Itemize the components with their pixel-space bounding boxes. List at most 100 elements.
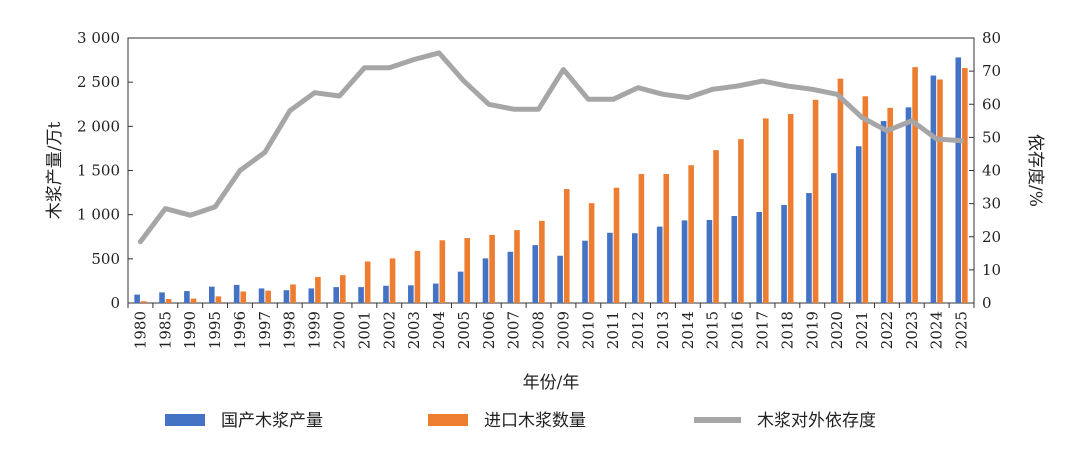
x-tick-label: 2016: [729, 311, 747, 349]
y2-axis-title: 依存度/%: [1025, 134, 1045, 207]
bar-domestic: [681, 220, 688, 303]
plot-frame: [127, 37, 975, 304]
x-tick-label: 2012: [629, 311, 647, 349]
bar-import: [364, 261, 371, 303]
bar-domestic: [134, 294, 140, 303]
bar-import: [414, 250, 421, 303]
bar-import: [290, 284, 296, 303]
x-tick-label: 1995: [206, 311, 224, 349]
bar-import: [962, 68, 968, 304]
bar-import: [912, 67, 918, 304]
bar-domestic: [656, 226, 663, 303]
bar-domestic: [432, 283, 439, 303]
bar-domestic: [631, 233, 638, 303]
bar-domestic: [532, 245, 539, 303]
x-tick-label: 2002: [380, 311, 398, 349]
bar-import: [464, 238, 471, 303]
dependency-line: [137, 50, 965, 245]
bar-import: [165, 299, 172, 303]
bar-domestic: [781, 204, 787, 303]
legend-swatch-domestic: [165, 414, 205, 426]
bar-import: [215, 296, 222, 303]
bar-domestic: [607, 232, 613, 303]
x-tick-label: 2020: [828, 311, 846, 349]
bar-domestic: [905, 107, 912, 303]
x-tick-label: 1980: [131, 311, 149, 349]
bar-domestic: [557, 255, 563, 303]
bar-import: [862, 96, 869, 303]
x-tick-label: 2004: [430, 311, 448, 349]
x-tick-label: 2013: [654, 311, 672, 349]
bar-import: [713, 150, 719, 303]
x-tick-label: 1998: [281, 311, 299, 349]
x-tick-label: 2021: [853, 311, 871, 349]
legend-label-import: 进口木浆数量: [484, 411, 586, 431]
bar-domestic: [184, 291, 190, 303]
bar-import: [190, 298, 197, 303]
bar-import: [389, 258, 396, 303]
y-tick-label: 1 500: [77, 162, 120, 180]
bar-import: [240, 291, 247, 303]
x-tick-label: 2018: [778, 311, 796, 349]
y2-tick-label: 0: [982, 294, 992, 312]
bar-domestic: [159, 292, 165, 303]
bar-import: [937, 79, 943, 304]
x-tick-label: 2011: [604, 311, 622, 349]
x-tick-label: 2014: [679, 311, 697, 349]
x-tick-label: 1997: [256, 311, 274, 349]
bar-import: [439, 240, 446, 303]
bar-import: [837, 78, 844, 303]
bar-domestic: [507, 251, 514, 303]
bar-import: [539, 220, 545, 303]
y-tick-label: 0: [110, 294, 120, 312]
bar-domestic: [383, 285, 389, 303]
x-axis-title: 年份/年: [523, 373, 580, 393]
bar-domestic: [756, 212, 762, 303]
x-tick-label: 2009: [554, 311, 572, 349]
y2-tick-label: 20: [982, 228, 1001, 246]
bar-domestic: [582, 240, 588, 303]
x-tick-label: 1999: [306, 311, 324, 349]
y2-tick-label: 80: [982, 29, 1001, 47]
x-tick-label: 2023: [903, 311, 921, 349]
y-tick-label: 2 000: [77, 117, 120, 135]
x-tick-label: 2006: [480, 311, 498, 349]
x-tick-label: 2025: [953, 311, 971, 349]
bar-domestic: [233, 284, 240, 303]
bar-domestic: [457, 271, 464, 303]
x-tick-label: 2007: [505, 311, 523, 349]
x-tick-label: 2017: [754, 311, 772, 349]
y2-tick-label: 30: [982, 195, 1001, 213]
bar-import: [688, 165, 694, 303]
y2-tick-label: 70: [982, 62, 1001, 80]
bar-import: [763, 118, 769, 303]
y-tick-label: 1 000: [77, 206, 120, 224]
bar-domestic: [283, 290, 290, 303]
bar-import: [489, 234, 495, 303]
bar-import: [613, 187, 620, 303]
bar-import: [638, 174, 645, 303]
bar-import: [140, 301, 147, 303]
bar-domestic: [482, 258, 489, 303]
x-tick-label: 2022: [878, 311, 896, 349]
x-tick-label: 2003: [405, 311, 423, 349]
bar-domestic: [731, 215, 738, 303]
bar-import: [738, 139, 744, 303]
x-tick-label: 1996: [231, 311, 249, 349]
bar-import: [563, 189, 570, 303]
legend-label-domestic: 国产木浆产量: [221, 411, 323, 431]
legend-label-dependency: 木浆对外依存度: [757, 411, 876, 431]
bar-domestic: [955, 57, 962, 303]
x-tick-label: 2000: [331, 311, 349, 349]
bar-import: [787, 113, 794, 303]
x-tick-label: 2008: [530, 311, 548, 349]
bar-domestic: [806, 193, 812, 303]
x-tick-label: 2005: [455, 311, 473, 349]
bar-import: [663, 174, 670, 303]
bar-import: [315, 276, 321, 303]
bar-domestic: [880, 121, 887, 304]
x-tick-label: 2015: [704, 311, 722, 349]
y2-tick-label: 40: [982, 162, 1001, 180]
bar-domestic: [408, 285, 414, 303]
